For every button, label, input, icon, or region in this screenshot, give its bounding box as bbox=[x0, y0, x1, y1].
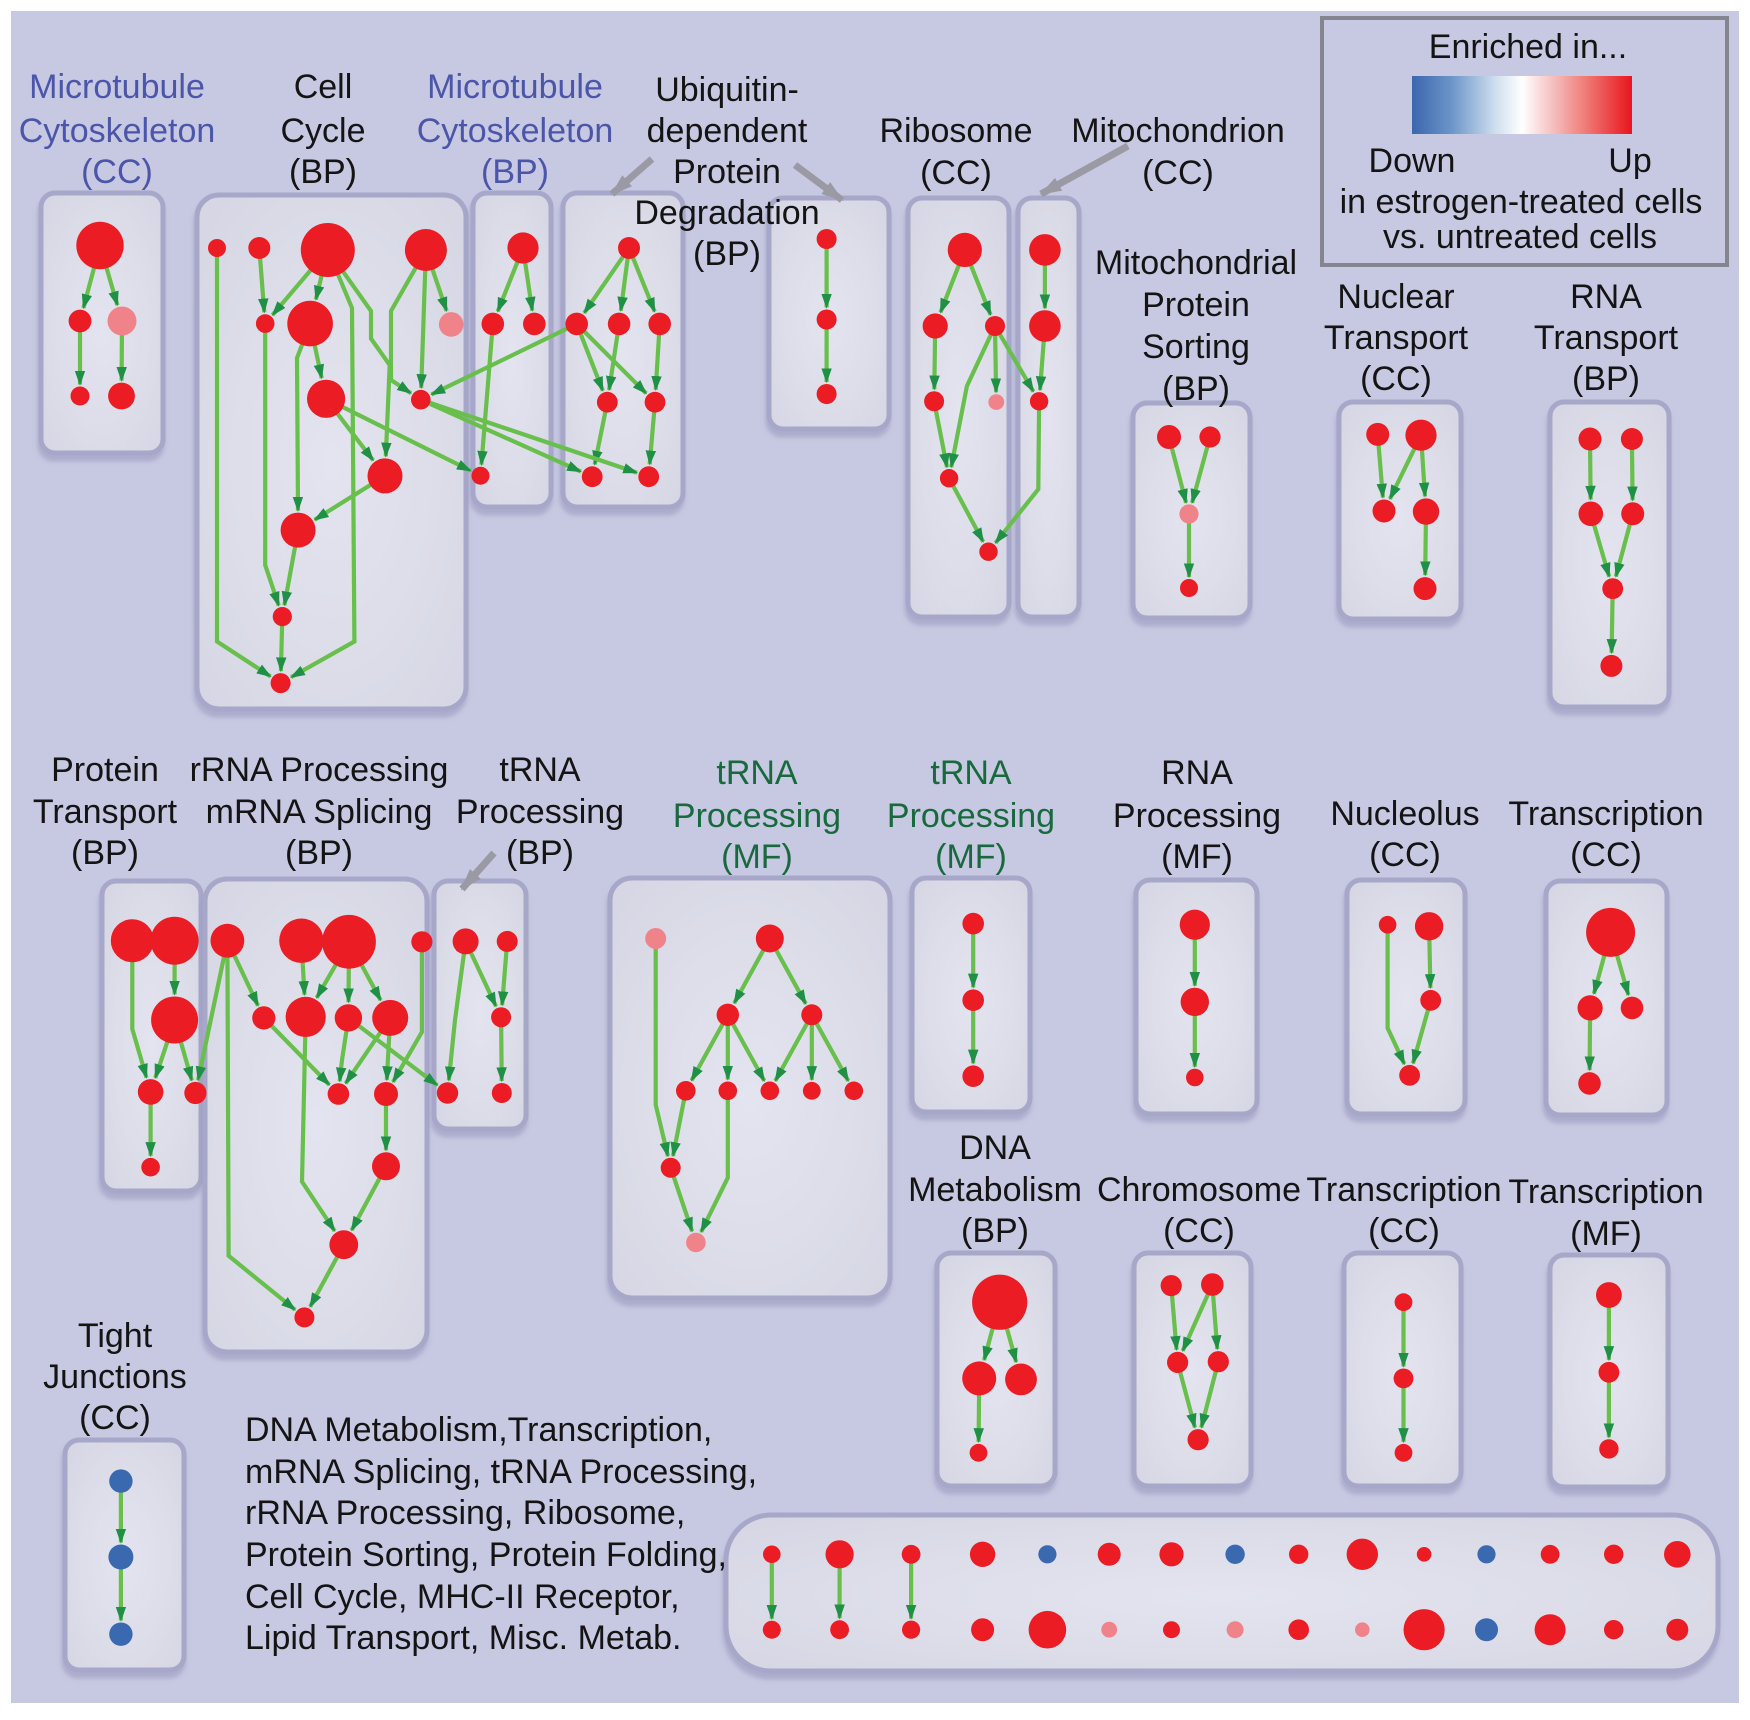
svg-text:Cell Cycle, MHC-II Receptor,: Cell Cycle, MHC-II Receptor, bbox=[245, 1578, 680, 1616]
svg-text:tRNA: tRNA bbox=[930, 754, 1012, 792]
svg-text:Tight: Tight bbox=[78, 1317, 153, 1355]
svg-text:mRNA Splicing: mRNA Splicing bbox=[206, 793, 433, 831]
svg-text:(CC): (CC) bbox=[81, 153, 153, 191]
svg-text:Chromosome: Chromosome bbox=[1097, 1171, 1301, 1209]
svg-text:in estrogen-treated cells: in estrogen-treated cells bbox=[1340, 183, 1703, 221]
svg-text:Enriched in...: Enriched in... bbox=[1429, 28, 1627, 66]
svg-text:Junctions: Junctions bbox=[43, 1358, 187, 1396]
svg-text:Processing: Processing bbox=[673, 797, 841, 835]
svg-text:(BP): (BP) bbox=[1162, 370, 1230, 408]
svg-text:(CC): (CC) bbox=[1142, 154, 1214, 192]
svg-text:Mitochondrial: Mitochondrial bbox=[1095, 244, 1297, 282]
svg-text:Metabolism: Metabolism bbox=[908, 1171, 1082, 1209]
svg-text:(MF): (MF) bbox=[1161, 838, 1233, 876]
svg-text:DNA Metabolism,Transcription,: DNA Metabolism,Transcription, bbox=[245, 1411, 712, 1449]
svg-text:Protein: Protein bbox=[673, 153, 781, 191]
svg-text:(CC): (CC) bbox=[1360, 360, 1432, 398]
svg-text:(MF): (MF) bbox=[721, 838, 793, 876]
svg-text:Lipid Transport, Misc. Metab.: Lipid Transport, Misc. Metab. bbox=[245, 1619, 682, 1657]
svg-text:(BP): (BP) bbox=[289, 153, 357, 191]
svg-text:(BP): (BP) bbox=[285, 834, 353, 872]
svg-text:Microtubule: Microtubule bbox=[29, 68, 205, 106]
svg-text:tRNA: tRNA bbox=[499, 751, 581, 789]
svg-text:(CC): (CC) bbox=[920, 154, 992, 192]
svg-text:(CC): (CC) bbox=[1163, 1212, 1235, 1250]
svg-text:Transport: Transport bbox=[1534, 319, 1679, 357]
svg-text:Cytoskeleton: Cytoskeleton bbox=[417, 112, 614, 150]
svg-text:(BP): (BP) bbox=[71, 834, 139, 872]
svg-text:(CC): (CC) bbox=[1369, 836, 1441, 874]
svg-text:Transport: Transport bbox=[33, 793, 178, 831]
svg-text:Sorting: Sorting bbox=[1142, 328, 1250, 366]
svg-text:tRNA: tRNA bbox=[716, 754, 798, 792]
svg-text:Mitochondrion: Mitochondrion bbox=[1071, 112, 1285, 150]
svg-text:(CC): (CC) bbox=[1570, 836, 1642, 874]
svg-text:RNA: RNA bbox=[1570, 278, 1642, 316]
svg-text:Processing: Processing bbox=[887, 797, 1055, 835]
svg-text:dependent: dependent bbox=[647, 112, 808, 150]
svg-text:Ubiquitin-: Ubiquitin- bbox=[655, 71, 799, 109]
svg-text:mRNA Splicing, tRNA Processing: mRNA Splicing, tRNA Processing, bbox=[245, 1453, 757, 1491]
svg-text:Degradation: Degradation bbox=[634, 194, 819, 232]
svg-text:Cytoskeleton: Cytoskeleton bbox=[19, 112, 216, 150]
svg-text:Down: Down bbox=[1369, 142, 1456, 180]
svg-text:(BP): (BP) bbox=[961, 1212, 1029, 1250]
svg-text:Microtubule: Microtubule bbox=[427, 68, 603, 106]
svg-text:Cell: Cell bbox=[294, 68, 353, 106]
svg-text:(CC): (CC) bbox=[1368, 1212, 1440, 1250]
svg-text:Nucleolus: Nucleolus bbox=[1330, 795, 1479, 833]
svg-text:vs. untreated cells: vs. untreated cells bbox=[1383, 218, 1657, 256]
svg-text:Transcription: Transcription bbox=[1508, 1173, 1703, 1211]
svg-text:(BP): (BP) bbox=[1572, 360, 1640, 398]
svg-text:RNA: RNA bbox=[1161, 754, 1233, 792]
svg-text:DNA: DNA bbox=[959, 1129, 1031, 1167]
svg-text:rRNA Processing: rRNA Processing bbox=[190, 751, 449, 789]
svg-text:(BP): (BP) bbox=[481, 153, 549, 191]
svg-text:Up: Up bbox=[1608, 142, 1651, 180]
svg-text:Processing: Processing bbox=[456, 793, 624, 831]
svg-text:Transcription: Transcription bbox=[1508, 795, 1703, 833]
svg-text:Ribosome: Ribosome bbox=[879, 112, 1032, 150]
svg-text:rRNA Processing, Ribosome,: rRNA Processing, Ribosome, bbox=[245, 1494, 685, 1532]
svg-text:Transcription: Transcription bbox=[1306, 1171, 1501, 1209]
svg-text:(MF): (MF) bbox=[1570, 1215, 1642, 1253]
svg-text:(BP): (BP) bbox=[506, 834, 574, 872]
svg-text:(MF): (MF) bbox=[935, 838, 1007, 876]
svg-text:Processing: Processing bbox=[1113, 797, 1281, 835]
svg-text:Transport: Transport bbox=[1324, 319, 1469, 357]
svg-text:Cycle: Cycle bbox=[280, 112, 365, 150]
svg-text:Nuclear: Nuclear bbox=[1337, 278, 1454, 316]
svg-text:(BP): (BP) bbox=[693, 235, 761, 273]
svg-text:Protein: Protein bbox=[1142, 286, 1250, 324]
svg-text:Protein: Protein bbox=[51, 751, 159, 789]
svg-text:Protein Sorting, Protein Foldi: Protein Sorting, Protein Folding, bbox=[245, 1536, 727, 1574]
svg-text:(CC): (CC) bbox=[79, 1399, 151, 1437]
